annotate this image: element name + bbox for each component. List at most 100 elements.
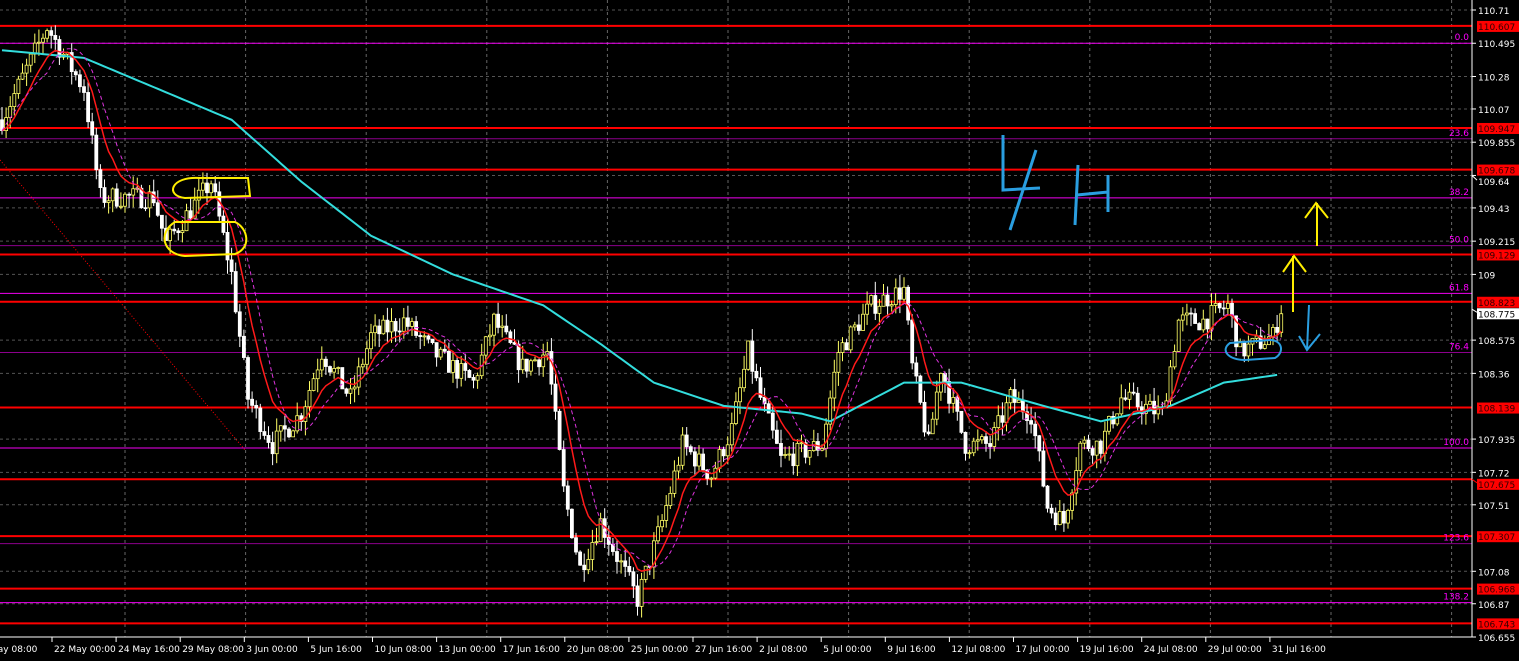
level-price-label-bg <box>1477 20 1519 32</box>
candle-body <box>487 334 492 338</box>
price-tick-label: 107.51 <box>1478 502 1510 512</box>
candle-body <box>381 319 386 335</box>
candle-body <box>1119 397 1124 415</box>
fib-level-label: 138.2 <box>1443 593 1469 603</box>
time-tick-label: 25 Jun 00:00 <box>631 645 688 655</box>
time-tick-label: 20 Jun 08:00 <box>567 645 624 655</box>
candle-body <box>430 338 435 344</box>
candle-body <box>94 134 99 171</box>
fib-level-label: 61.8 <box>1449 283 1469 293</box>
candle-body <box>459 363 464 379</box>
candle-body <box>258 407 263 432</box>
candle-body <box>106 200 111 203</box>
candle-body <box>738 387 742 403</box>
candle-body <box>988 443 992 447</box>
price-tick-label: 108.575 <box>1478 337 1515 347</box>
candle-body <box>1213 303 1218 306</box>
candle-body <box>590 542 595 560</box>
candle-body <box>1082 439 1087 444</box>
candle-body <box>393 321 398 332</box>
time-tick-label: 12 Jul 08:00 <box>951 645 1005 655</box>
candle-body <box>344 388 349 394</box>
candle-body <box>352 386 357 390</box>
candle-body <box>364 348 369 365</box>
candle-body <box>557 410 562 450</box>
candle-body <box>1098 440 1103 454</box>
candle-body <box>680 434 685 466</box>
candle-body <box>278 425 283 432</box>
candle-body <box>500 325 505 328</box>
candle-body <box>37 41 41 44</box>
candle-body <box>766 403 771 414</box>
fib-level-label: 0.0 <box>1455 33 1470 43</box>
level-price-label-bg <box>1477 296 1519 308</box>
candle-body <box>959 410 964 433</box>
candle-body <box>844 342 849 351</box>
candle-body <box>159 214 164 229</box>
candle-body <box>455 360 460 379</box>
time-tick-label: 31 Jul 16:00 <box>1272 645 1326 655</box>
candle-body <box>82 86 86 93</box>
candle-body <box>676 464 681 472</box>
candle-body <box>475 375 480 381</box>
candle-body <box>1271 327 1275 338</box>
candle-body <box>114 188 119 207</box>
price-axis[interactable]: 110.71 110.607 110.495 110.28 110.07 109.947 1… <box>1471 7 1519 644</box>
candle-body <box>315 369 320 380</box>
time-tick-label: 17 Jul 00:00 <box>1016 645 1070 655</box>
candle-body <box>848 326 853 351</box>
candle-body <box>893 287 898 305</box>
candle-body <box>446 350 451 373</box>
candle-body <box>340 367 345 390</box>
candle-body <box>287 428 291 438</box>
candle-body <box>975 439 980 442</box>
candle-body <box>701 453 705 471</box>
fibonacci-trendline <box>0 159 246 451</box>
candle-body <box>336 367 341 369</box>
candle-body <box>791 453 796 467</box>
time-tick-label: 22 May 00:00 <box>54 645 116 655</box>
up-arrow-icon <box>1282 254 1307 312</box>
candle-body <box>729 423 734 446</box>
candle-body <box>360 363 365 368</box>
price-label-connector <box>1471 478 1478 484</box>
candle-body <box>668 492 673 506</box>
level-price-label-bg <box>1477 531 1519 543</box>
candle-body <box>615 551 619 562</box>
candle-body <box>660 520 664 528</box>
fib-level-label: 76.4 <box>1449 342 1469 352</box>
candle-body <box>955 396 960 412</box>
candle-body <box>356 366 361 388</box>
candle-body <box>319 358 324 371</box>
candle-body <box>410 321 414 327</box>
candle-body <box>24 64 29 74</box>
candle-body <box>861 313 865 331</box>
candle-body <box>496 313 501 328</box>
candle-body <box>635 585 640 607</box>
price-tick-label: 109.855 <box>1478 139 1515 149</box>
candle-body <box>762 396 767 405</box>
price-tick-label: 109 <box>1478 271 1495 281</box>
time-tick-label: 3 Jun 00:00 <box>246 645 298 655</box>
candle-body <box>1226 302 1230 309</box>
candle-body <box>902 286 906 300</box>
candle-body <box>229 259 234 272</box>
time-tick-label: 29 Jul 00:00 <box>1208 645 1262 655</box>
candle-body <box>1090 448 1095 456</box>
candle-body <box>852 324 857 328</box>
time-tick-label: 24 May 16:00 <box>118 645 180 655</box>
level-price-label: 108.823 <box>1478 299 1515 309</box>
candle-body <box>266 435 271 443</box>
candle-body <box>254 404 259 409</box>
candle-body <box>221 215 226 233</box>
candle-body <box>237 311 242 337</box>
fib-level-label: 50.0 <box>1449 236 1469 246</box>
candle-body <box>684 434 689 448</box>
candle-body <box>180 230 185 234</box>
candle-body <box>1041 450 1046 487</box>
candle-body <box>709 477 714 480</box>
candle-body <box>758 377 763 398</box>
candle-body <box>434 342 439 358</box>
